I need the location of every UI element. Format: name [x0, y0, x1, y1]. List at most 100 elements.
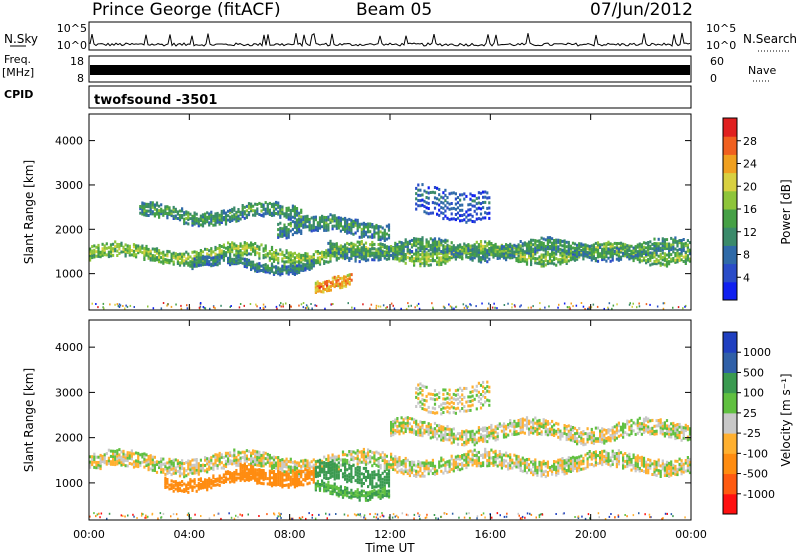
power-cell	[289, 211, 292, 215]
freq-tick-bottom: 8	[77, 72, 84, 85]
power-speck	[198, 306, 201, 309]
power-cell	[193, 263, 196, 267]
power-cell	[463, 247, 466, 250]
power-cell	[419, 199, 422, 203]
power-cell	[442, 250, 445, 254]
power-cell	[515, 249, 518, 253]
power-cell	[444, 255, 447, 259]
power-cell	[394, 244, 397, 247]
power-cell	[534, 250, 537, 254]
velocity-cell	[676, 473, 679, 477]
power-cell	[277, 272, 280, 276]
power-cell	[394, 248, 397, 252]
power-cell	[172, 208, 175, 212]
velocity-cell	[318, 467, 322, 471]
power-cell	[488, 247, 491, 250]
power-cell	[275, 249, 278, 252]
power-cell	[551, 243, 554, 247]
power-cell	[371, 247, 374, 251]
velocity-cell	[358, 461, 361, 465]
power-speck	[170, 305, 173, 308]
velocity-cell	[293, 465, 296, 469]
velocity-cell	[676, 470, 679, 474]
power-cell	[440, 241, 443, 245]
power-cell	[166, 211, 169, 215]
power-cell	[270, 205, 274, 209]
velocity-cell	[498, 452, 501, 456]
velocity-cell	[333, 468, 336, 472]
power-cell	[456, 216, 460, 220]
velocity-cell	[229, 461, 232, 465]
power-cell	[638, 251, 641, 255]
velocity-cell	[216, 466, 219, 470]
power-speck	[418, 307, 421, 310]
power-cell	[367, 247, 370, 251]
power-speck	[116, 303, 119, 306]
power-cell	[636, 252, 639, 256]
velocity-cell	[310, 470, 313, 473]
power-cell	[596, 241, 600, 245]
power-cell	[339, 219, 342, 223]
power-cell	[678, 241, 681, 245]
power-speck	[511, 306, 513, 309]
power-cell	[210, 219, 213, 223]
velocity-cell	[293, 477, 296, 481]
power-cell	[160, 212, 163, 216]
power-cell	[323, 259, 326, 263]
velocity-cell	[431, 458, 434, 462]
power-cell	[567, 259, 570, 263]
power-cell	[605, 250, 608, 254]
velocity-cell	[479, 453, 483, 457]
power-colorbar-label: Power [dB]	[779, 179, 793, 244]
velocity-cell	[314, 472, 317, 476]
velocity-cell	[128, 454, 131, 458]
power-cell	[344, 222, 347, 226]
power-cell	[392, 253, 395, 257]
velocity-cell	[584, 466, 587, 470]
power-cell	[293, 205, 296, 209]
velocity-cell	[289, 468, 292, 472]
power-cell	[525, 251, 529, 255]
power-cell	[197, 224, 200, 228]
power-cell	[162, 259, 165, 263]
power-cell	[661, 244, 664, 247]
power-cell	[436, 212, 439, 216]
velocity-cell	[323, 470, 326, 474]
power-cell	[264, 266, 267, 270]
power-cell	[446, 255, 449, 259]
power-cell	[143, 251, 146, 255]
power-cell	[298, 211, 301, 215]
power-cell	[377, 254, 380, 258]
power-cell	[567, 247, 570, 251]
power-cell	[398, 245, 401, 249]
velocity-cell	[477, 458, 480, 462]
velocity-cell	[415, 469, 418, 473]
power-cell	[229, 251, 232, 255]
power-cell	[183, 254, 186, 258]
power-cell	[406, 247, 409, 251]
power-cell	[450, 212, 453, 216]
velocity-cell	[655, 465, 658, 469]
power-cell	[534, 252, 537, 256]
power-cell	[371, 225, 374, 229]
power-cell	[279, 207, 282, 211]
velocity-cell	[197, 470, 200, 474]
power-cell	[421, 245, 424, 249]
velocity-cell	[279, 478, 282, 482]
velocity-cell	[168, 468, 171, 472]
power-cell	[423, 261, 426, 265]
power-cell	[448, 256, 451, 260]
power-cell	[118, 245, 121, 249]
power-cell	[168, 259, 171, 262]
power-cell	[318, 216, 322, 220]
power-cell	[665, 260, 669, 264]
power-cell	[364, 222, 368, 226]
velocity-cell	[350, 455, 353, 459]
power-cell	[471, 204, 474, 208]
power-cell	[241, 212, 244, 216]
velocity-cell	[423, 461, 426, 465]
velocity-cell	[655, 460, 658, 464]
velocity-cell	[588, 463, 591, 467]
power-cell	[601, 251, 604, 255]
power-cell	[548, 247, 552, 251]
